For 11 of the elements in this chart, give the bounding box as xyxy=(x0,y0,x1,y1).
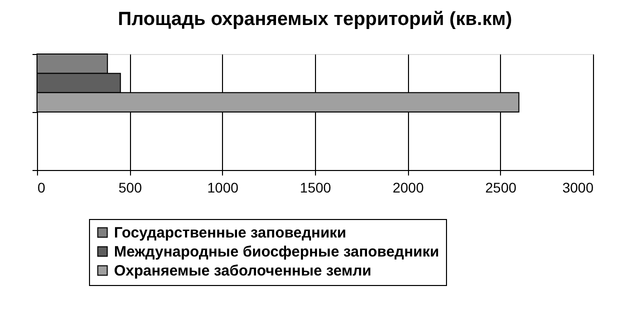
x-tick-label: 500 xyxy=(118,180,142,196)
legend-label: Международные биосферные заповедники xyxy=(114,244,440,260)
x-tick-label: 0 xyxy=(38,180,46,196)
legend-label: Охраняемые заболоченные земли xyxy=(114,262,372,280)
x-tick-label: 1500 xyxy=(300,180,332,196)
x-tick-label: 1000 xyxy=(207,180,239,196)
x-tick-label: 2500 xyxy=(485,180,517,196)
x-tick-label: 3000 xyxy=(562,180,594,196)
chart-title: Площадь охраняемых территорий (кв.км) xyxy=(118,9,512,30)
x-tick-label: 2000 xyxy=(392,180,424,196)
legend-label: Государственные заповедники xyxy=(114,224,346,242)
